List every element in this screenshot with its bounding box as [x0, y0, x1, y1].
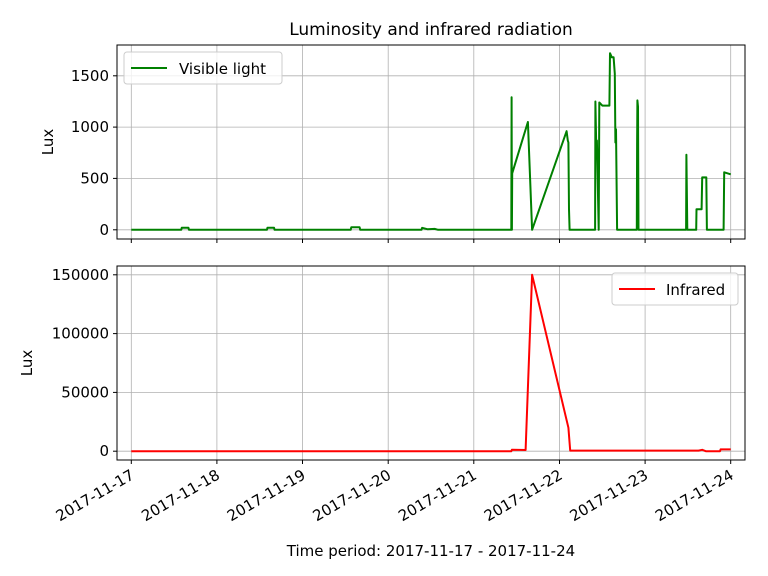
y-axis-label-bottom: Lux — [18, 350, 36, 377]
series-line — [131, 273, 731, 453]
x-ticks-bottom — [130, 460, 732, 464]
x-axis-label: Time period: 2017-11-17 - 2017-11-24 — [286, 542, 575, 560]
legend-visible-light: Visible light — [123, 51, 283, 85]
infrared-panel: 0 50000 100000 150000 Lux Infrared — [18, 265, 746, 464]
legend-label-infrared: Infrared — [666, 281, 725, 299]
y-tick-label: 1000 — [71, 118, 109, 136]
y-tick-label: 100000 — [52, 325, 109, 343]
visible-light-panel: 0 500 1000 1500 Lux Visible light — [39, 44, 746, 243]
series-line — [131, 52, 731, 231]
infrared-series — [131, 273, 731, 453]
y-axis-label-top: Lux — [39, 129, 57, 156]
y-tick-label: 50000 — [61, 383, 109, 401]
y-tick-label: 500 — [80, 169, 109, 187]
legend-infrared: Infrared — [611, 272, 739, 306]
legend-box-top — [123, 51, 283, 85]
x-ticks-top — [130, 239, 732, 243]
chart-title: Luminosity and infrared radiation — [289, 20, 573, 40]
visible-light-series — [131, 52, 731, 231]
y-ticks-bottom: 0 50000 100000 150000 — [52, 266, 117, 460]
legend-label-visible-light: Visible light — [179, 60, 266, 78]
y-tick-label: 1500 — [71, 67, 109, 85]
y-tick-label: 0 — [99, 221, 109, 239]
y-tick-label: 150000 — [52, 266, 109, 284]
axes-frame-top — [116, 44, 746, 240]
legend-box-bottom — [611, 272, 739, 306]
y-ticks-top: 0 500 1000 1500 — [71, 67, 117, 239]
y-tick-label: 0 — [99, 442, 109, 460]
axes-frame-bottom — [116, 265, 746, 461]
